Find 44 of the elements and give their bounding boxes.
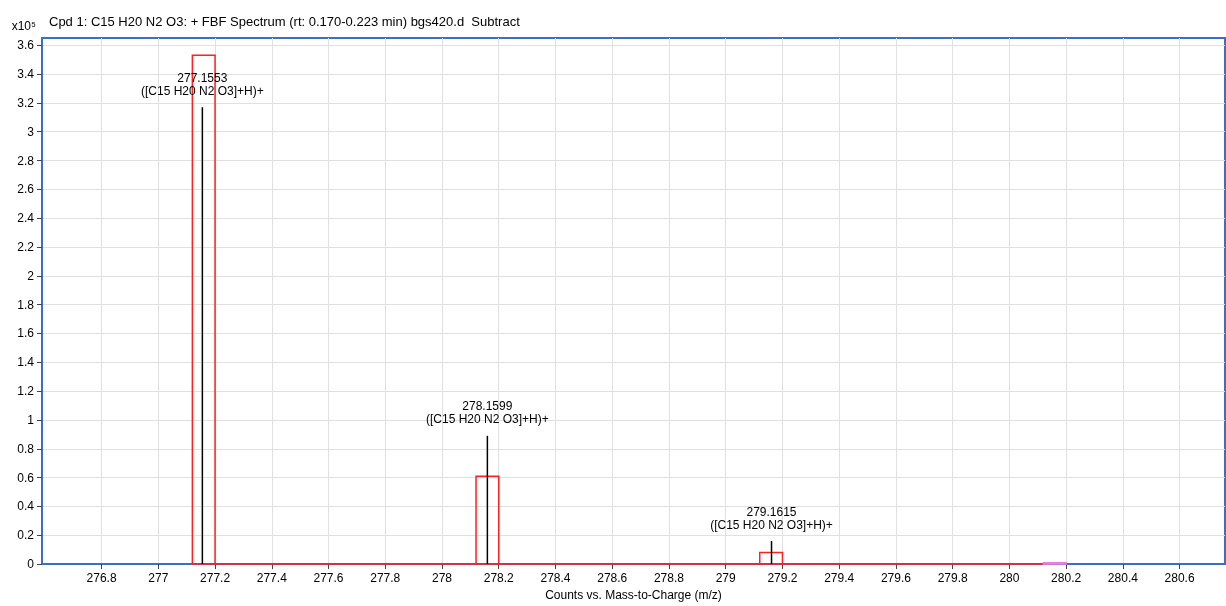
y-tick-label: 2.6 [17,182,35,197]
x-tick-label: 279.4 [824,571,855,586]
x-tick-label: 278.6 [597,571,628,586]
x-tick-label: 279 [715,571,737,586]
y-tick-label: 0 [27,557,35,572]
annotation: 278.1599 ([C15 H20 N2 O3]+H)+ [426,399,549,427]
x-tick-label: 280.2 [1051,571,1082,586]
y-tick-label: 1.8 [17,297,35,312]
x-tick-label: 280 [999,571,1020,586]
y-tick-label: 1 [27,412,35,427]
y-tick-label: 2.8 [17,153,35,168]
x-tick-label: 280.4 [1107,571,1139,586]
y-tick-label: 2 [27,268,35,283]
annotation: 279.1615 ([C15 H20 N2 O3]+H)+ [710,504,833,532]
x-tick-label: 277.4 [256,571,288,586]
x-tick-label: 278.2 [483,571,515,586]
y-tick-label: 3.4 [17,67,35,82]
y-tick-label: 2.4 [17,211,35,226]
y-tick-label: 0.6 [17,470,35,485]
y-tick-label: 0.8 [17,441,35,456]
y-tick-label: 1.6 [17,326,35,341]
x-tick-label: 280.6 [1164,571,1195,586]
y-tick-label: 3 [27,124,35,139]
x-tick-label: 278.8 [653,571,685,586]
x-tick-label: 277.6 [313,571,344,586]
x-axis-title: Counts vs. Mass-to-Charge (m/z) [545,588,722,602]
y-tick-label: 0.2 [17,528,35,543]
y-tick-label: 3.2 [17,95,35,110]
x-tick-label: 279.6 [880,571,912,586]
x-tick-label: 279.8 [937,571,968,586]
chart-title: Cpd 1: C15 H20 N2 O3: + FBF Spectrum (rt: 0.170-0.223 min) bgs420.d Subtract [49,14,521,29]
x-tick-label: 277.8 [370,571,401,586]
y-tick-label: 2.2 [17,240,35,254]
y-tick-label: 1.2 [17,384,35,399]
x-tick-label: 277 [148,571,169,586]
y-tick-label: 0.4 [17,499,35,514]
x-tick-label: 278 [431,571,453,586]
x-tick-label: 278.4 [540,571,571,586]
x-tick-label: 277.2 [200,571,231,586]
y-tick-label: 1.4 [17,355,35,370]
y-tick-label: 3.6 [17,38,35,53]
y-axis-title: x10⁵ [11,19,37,33]
x-tick-label: 279.2 [767,571,798,586]
x-tick-label: 276.8 [86,571,117,586]
